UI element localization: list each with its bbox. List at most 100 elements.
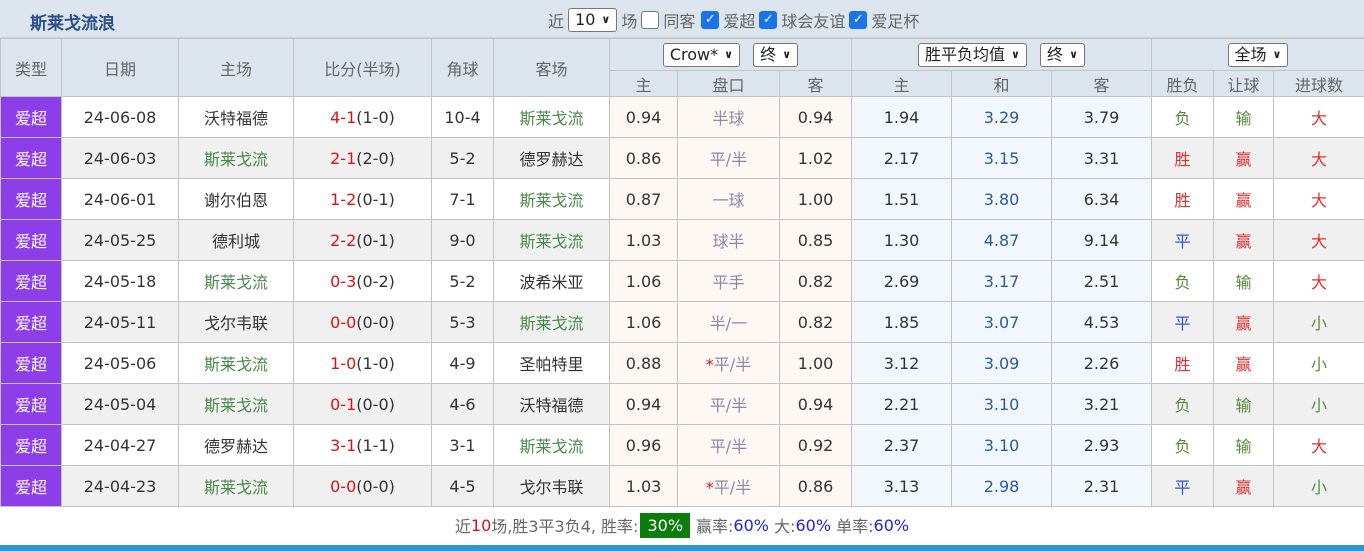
- table-row[interactable]: 爱超 24-06-01 谢尔伯恩 1-2(0-1) 7-1 斯莱戈流 0.87 …: [0, 178, 1364, 220]
- handicap-value: 平手: [712, 273, 745, 292]
- odd-rate: 60%: [873, 515, 910, 535]
- col-handicap: 盘口: [677, 70, 780, 97]
- league-checkbox-aichao[interactable]: ✓: [701, 11, 720, 29]
- ah-home-odds: 1.06: [609, 260, 678, 302]
- result-goals: 小: [1272, 301, 1364, 343]
- league-checkbox-friendly[interactable]: ✓: [759, 11, 778, 29]
- home-team[interactable]: 斯莱戈流: [178, 137, 294, 179]
- away-team[interactable]: 波希米亚: [493, 260, 610, 302]
- bottom-bar: [0, 545, 1364, 551]
- ah-home-odds: 0.96: [609, 424, 678, 466]
- handicap-value: 平/半: [713, 355, 752, 374]
- ah-stage-select[interactable]: 终 ∨: [753, 42, 799, 67]
- result-handicap: 赢: [1213, 219, 1274, 261]
- eu-home-odds: 1.85: [851, 301, 952, 343]
- result-handicap: 赢: [1213, 465, 1274, 507]
- table-row[interactable]: 爱超 24-05-25 德利城 2-2(0-1) 9-0 斯莱戈流 1.03 球…: [0, 219, 1364, 261]
- table-row[interactable]: 爱超 24-05-11 戈尔韦联 0-0(0-0) 5-3 斯莱戈流 1.06 …: [0, 301, 1364, 343]
- home-team[interactable]: 斯莱戈流: [178, 342, 294, 384]
- league-badge[interactable]: 爱超: [0, 424, 62, 466]
- league-badge[interactable]: 爱超: [0, 219, 62, 261]
- half-time-score: (1-0): [356, 353, 395, 373]
- away-team[interactable]: 德罗赫达: [493, 137, 610, 179]
- result-handicap: 输: [1213, 260, 1274, 302]
- result-goals: 大: [1272, 424, 1364, 466]
- score[interactable]: 1-2(0-1): [293, 178, 432, 220]
- score[interactable]: 0-1(0-0): [293, 383, 432, 425]
- home-team[interactable]: 德利城: [178, 219, 294, 261]
- result-goals: 小: [1272, 465, 1364, 507]
- away-team[interactable]: 斯莱戈流: [493, 219, 610, 261]
- games-label: 场: [621, 12, 638, 31]
- table-row[interactable]: 爱超 24-06-08 沃特福德 4-1(1-0) 10-4 斯莱戈流 0.94…: [0, 96, 1364, 138]
- score[interactable]: 2-2(0-1): [293, 219, 432, 261]
- table-row[interactable]: 爱超 24-04-27 德罗赫达 3-1(1-1) 3-1 斯莱戈流 0.96 …: [0, 424, 1364, 466]
- result-handicap: 赢: [1213, 137, 1274, 179]
- same-away-checkbox[interactable]: [641, 11, 660, 29]
- away-team[interactable]: 斯莱戈流: [493, 301, 610, 343]
- league-badge[interactable]: 爱超: [0, 301, 62, 343]
- table-row[interactable]: 爱超 24-05-04 斯莱戈流 0-1(0-0) 4-6 沃特福德 0.94 …: [0, 383, 1364, 425]
- company-value: Crow*: [669, 44, 719, 64]
- half-time-score: (0-0): [356, 394, 395, 414]
- league-badge[interactable]: 爱超: [0, 383, 62, 425]
- score[interactable]: 4-1(1-0): [293, 96, 432, 138]
- euro-type-value: 胜平负均值: [925, 44, 1006, 64]
- home-team[interactable]: 沃特福德: [178, 96, 294, 138]
- league-badge[interactable]: 爱超: [0, 137, 62, 179]
- count-select[interactable]: 10 ∨: [568, 8, 618, 32]
- result-wl: 胜: [1151, 178, 1214, 220]
- result-handicap: 输: [1213, 383, 1274, 425]
- scope-select[interactable]: 全场 ∨: [1227, 42, 1289, 67]
- score[interactable]: 0-0(0-0): [293, 301, 432, 343]
- score[interactable]: 0-3(0-2): [293, 260, 432, 302]
- league-badge[interactable]: 爱超: [0, 96, 62, 138]
- eu-draw-odds: 4.87: [951, 219, 1052, 261]
- table-row[interactable]: 爱超 24-05-18 斯莱戈流 0-3(0-2) 5-2 波希米亚 1.06 …: [0, 260, 1364, 302]
- handicap: 一球: [677, 178, 780, 220]
- count-value: 10: [575, 10, 596, 29]
- win-rate-badge: 30%: [640, 512, 691, 538]
- table-row[interactable]: 爱超 24-06-03 斯莱戈流 2-1(2-0) 5-2 德罗赫达 0.86 …: [0, 137, 1364, 179]
- corners: 5-2: [431, 137, 494, 179]
- home-team[interactable]: 谢尔伯恩: [178, 178, 294, 220]
- score[interactable]: 2-1(2-0): [293, 137, 432, 179]
- home-team[interactable]: 德罗赫达: [178, 424, 294, 466]
- euro-stage-select[interactable]: 终 ∨: [1040, 42, 1085, 67]
- home-team[interactable]: 斯莱戈流: [178, 260, 294, 302]
- away-team[interactable]: 沃特福德: [493, 383, 610, 425]
- col-hc: 让球: [1213, 70, 1274, 97]
- filters: 近 10 ∨ 场 同客 ✓ 爱超 ✓ 球会友谊 ✓ 爱足杯: [548, 8, 919, 32]
- away-team[interactable]: 斯莱戈流: [493, 96, 610, 138]
- result-wl: 负: [1151, 383, 1214, 425]
- league-badge[interactable]: 爱超: [0, 178, 62, 220]
- away-team[interactable]: 斯莱戈流: [493, 424, 610, 466]
- league-badge[interactable]: 爱超: [0, 465, 62, 507]
- corners: 4-6: [431, 383, 494, 425]
- eu-draw-odds: 3.29: [951, 96, 1052, 138]
- home-team[interactable]: 斯莱戈流: [178, 383, 294, 425]
- company-select[interactable]: Crow* ∨: [662, 42, 741, 67]
- corners: 9-0: [431, 219, 494, 261]
- ah-home-odds: 0.94: [609, 383, 678, 425]
- away-team[interactable]: 圣帕特里: [493, 342, 610, 384]
- away-team[interactable]: 戈尔韦联: [493, 465, 610, 507]
- table-row[interactable]: 爱超 24-04-23 斯莱戈流 0-0(0-0) 4-5 戈尔韦联 1.03 …: [0, 465, 1364, 507]
- full-time-score: 0-0: [330, 476, 357, 496]
- half-time-score: (0-0): [356, 312, 395, 332]
- summary: 近 10 场,胜3平3负4, 胜率: 30% 赢率: 60% 大: 60% 单率: 60%: [0, 505, 1364, 545]
- league-badge[interactable]: 爱超: [0, 260, 62, 302]
- league-checkbox-cup[interactable]: ✓: [849, 11, 868, 29]
- away-team[interactable]: 斯莱戈流: [493, 178, 610, 220]
- match-date: 24-06-03: [61, 137, 179, 179]
- table-row[interactable]: 爱超 24-05-06 斯莱戈流 1-0(1-0) 4-9 圣帕特里 0.88 …: [0, 342, 1364, 384]
- score[interactable]: 0-0(0-0): [293, 465, 432, 507]
- euro-type-select[interactable]: 胜平负均值 ∨: [918, 42, 1027, 67]
- league-badge[interactable]: 爱超: [0, 342, 62, 384]
- eu-away-odds: 2.93: [1051, 424, 1152, 466]
- score[interactable]: 1-0(1-0): [293, 342, 432, 384]
- home-team[interactable]: 斯莱戈流: [178, 465, 294, 507]
- score[interactable]: 3-1(1-1): [293, 424, 432, 466]
- home-team[interactable]: 戈尔韦联: [178, 301, 294, 343]
- corners: 5-3: [431, 301, 494, 343]
